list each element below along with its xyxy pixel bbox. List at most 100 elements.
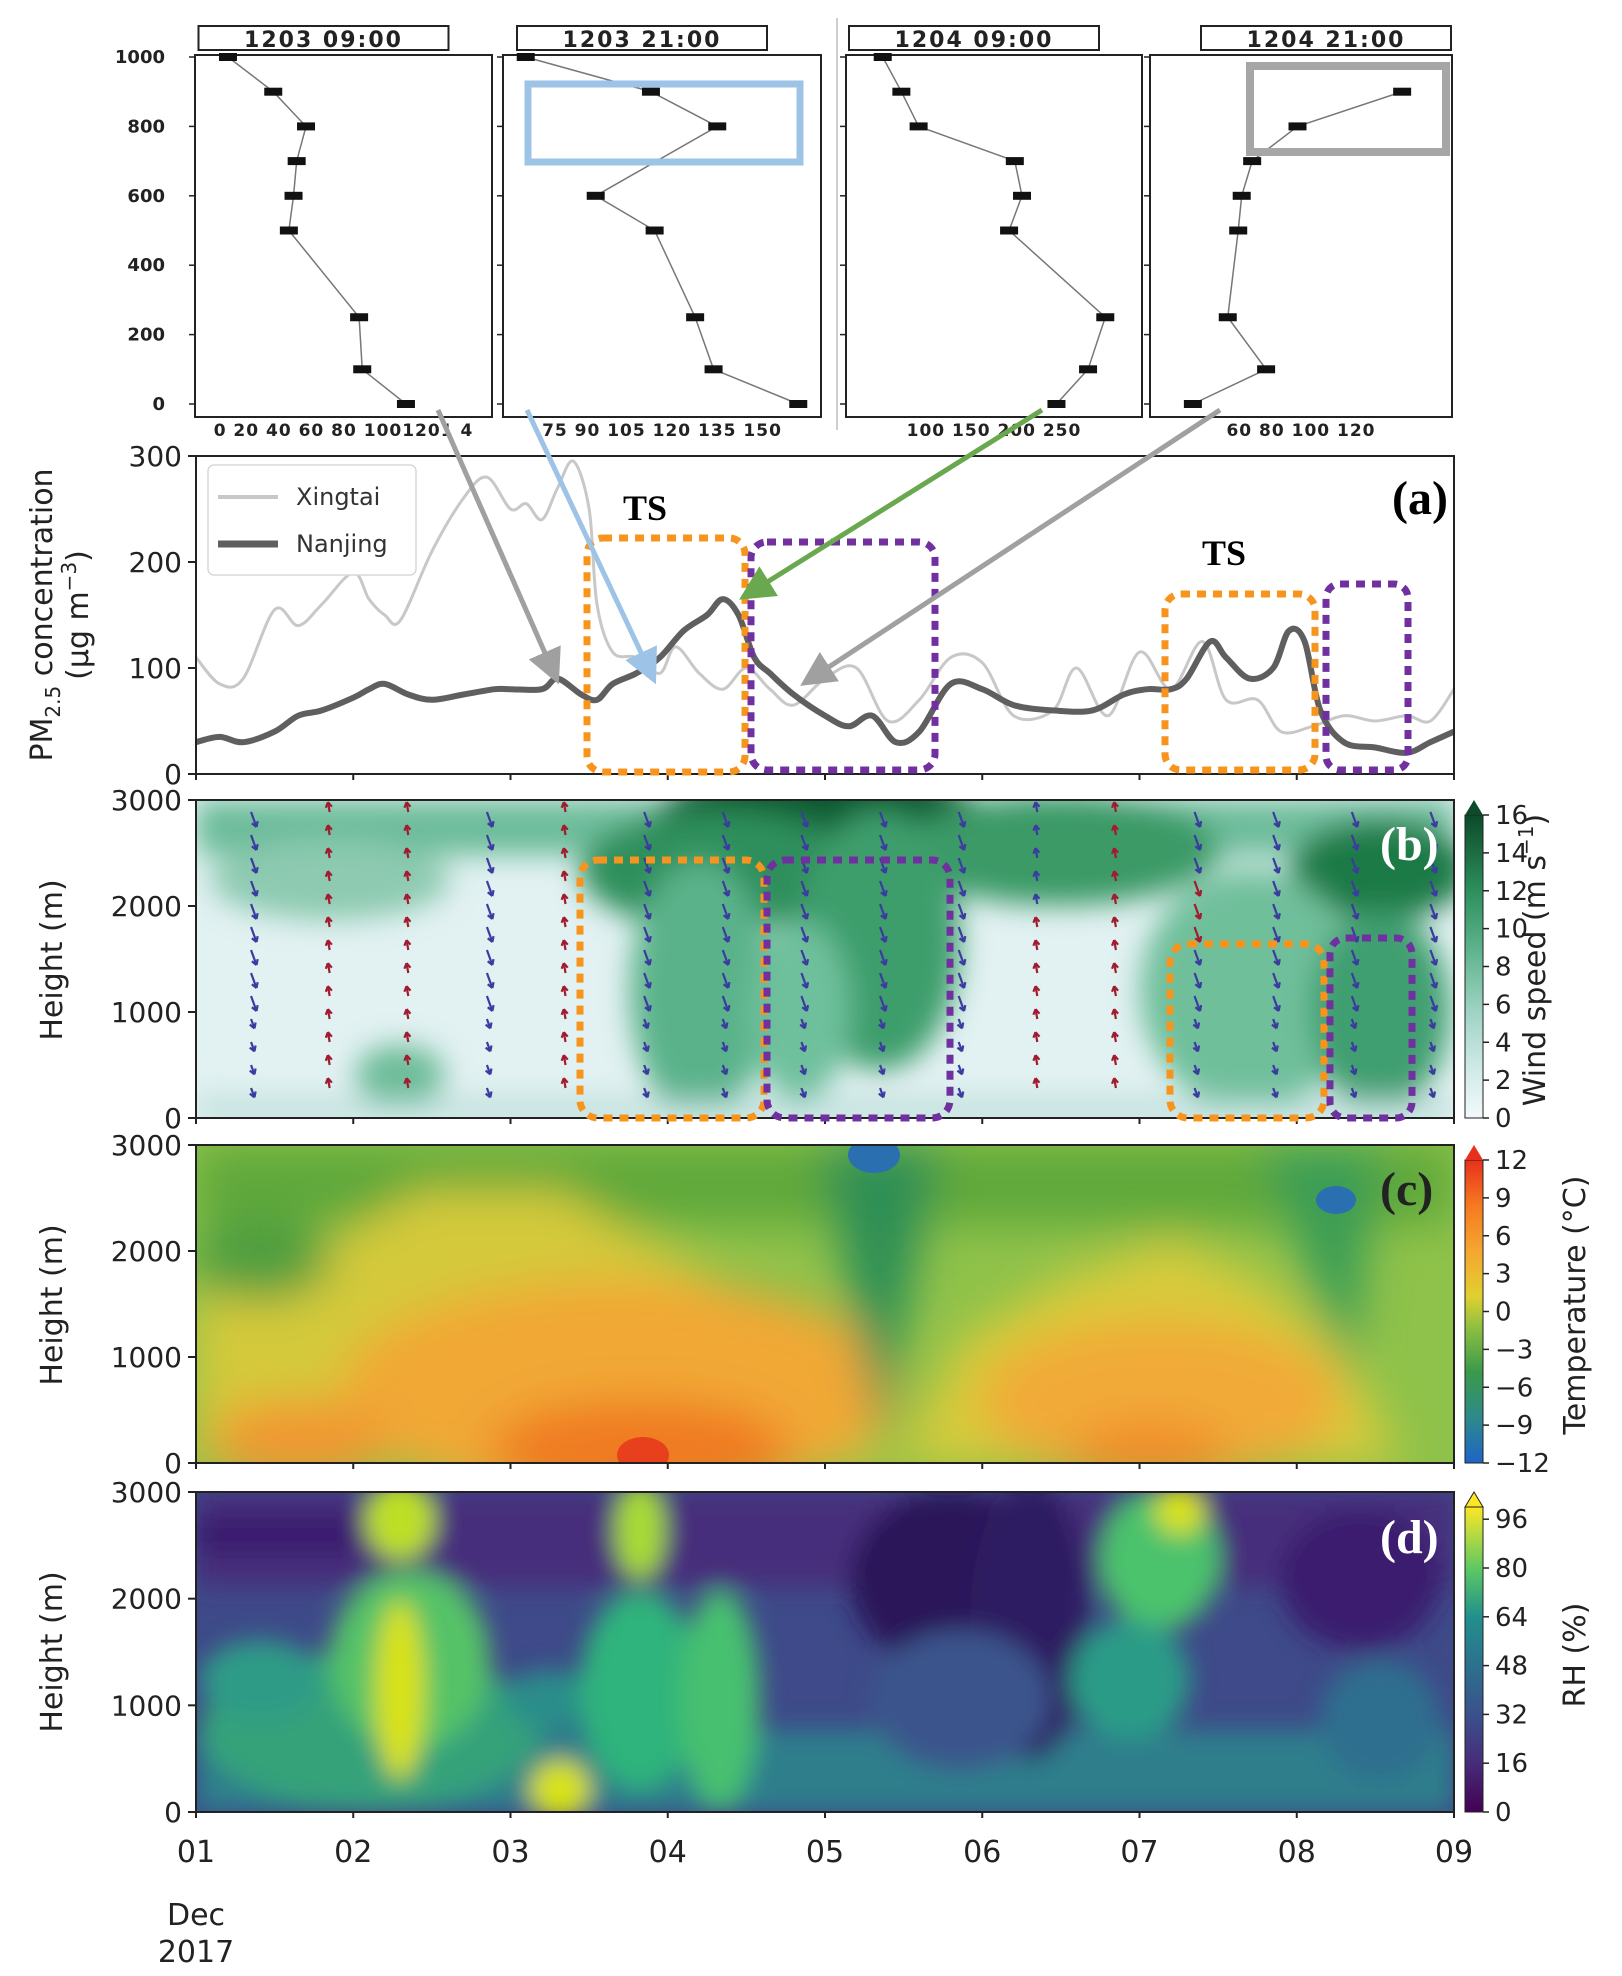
profile-title-box-4: [1200, 25, 1452, 51]
profile-frame-1: [194, 54, 493, 418]
profile-panel-4: 1204 21:00 60 80 100 120: [1144, 25, 1453, 441]
wind-vector-0-11: [249, 1064, 257, 1076]
ts-annotation-2: TS: [1202, 533, 1246, 573]
wind-vector-10-2: [1032, 847, 1041, 859]
wind-vector-0-9: [249, 1018, 257, 1030]
wind-vector-14-3: [1350, 880, 1360, 897]
wind-vector-2-0: [403, 801, 412, 813]
wind-vector-10-4: [1032, 893, 1041, 905]
wind-vector-2-1: [403, 824, 412, 836]
wind-vector-13-3: [1272, 880, 1281, 897]
arrow-profile-3: [739, 407, 1044, 600]
wind-vector-2-2: [403, 847, 412, 859]
rh-field: [196, 1492, 1454, 1812]
profile-title-box-3: [848, 25, 1100, 51]
rh-cbar-tick-label-1: 16: [1495, 1749, 1528, 1779]
wind-vector-4-10: [560, 1031, 569, 1043]
wind-vector-8-0: [879, 811, 888, 828]
wind-vector-10-12: [1032, 1077, 1041, 1089]
profile-point-4-0: [1183, 400, 1202, 408]
profile-title-3: 1204 09:00: [895, 28, 1054, 53]
wind-vector-5-2: [643, 857, 652, 874]
pm25-ytick-label-2: 200: [129, 546, 182, 579]
temperature-ytick-label-1: 1000: [111, 1341, 182, 1374]
wind-vector-3-12: [484, 1087, 493, 1099]
panel-label-a: (a): [1392, 472, 1448, 525]
wind-vector-8-4: [879, 903, 888, 920]
temperature-cbar-tick-label-3: −3: [1495, 1335, 1533, 1365]
wind-vector-11-2: [1110, 847, 1119, 859]
wind-vector-5-12: [642, 1087, 650, 1099]
wind-y-label: Height (m): [35, 879, 70, 1040]
date-xtick-label-1: 02: [334, 1835, 372, 1870]
wind-vector-5-0: [643, 811, 652, 828]
wind-vector-11-7: [1110, 962, 1119, 974]
wind-vector-12-6: [1193, 949, 1203, 966]
arrow-profile-4: [800, 407, 1222, 686]
profile-ytick-label-4: 800: [127, 116, 165, 137]
wind-vector-5-7: [643, 972, 652, 989]
temperature-ytick-label-0: 0: [164, 1447, 182, 1480]
wind-vector-1-11: [324, 1054, 333, 1066]
wind-vector-6-3: [721, 880, 731, 897]
wind-vector-4-2: [560, 847, 569, 859]
profile-point-4-5: [1243, 157, 1262, 166]
wind-cbar-tick-label-3: 6: [1495, 990, 1512, 1020]
wind-vector-11-5: [1110, 916, 1119, 928]
wind-vector-2-12: [403, 1077, 412, 1089]
wind-vector-8-12: [878, 1087, 886, 1099]
wind-vector-10-8: [1032, 985, 1041, 997]
wind-vector-8-2: [879, 857, 888, 874]
temperature-cbar-tick-label-8: 12: [1495, 1146, 1528, 1176]
legend-frame: [207, 464, 417, 576]
rh-colorbar-label: RH (%): [1558, 1603, 1593, 1708]
pm25-y-ticks: 0 100 200 300: [129, 440, 1455, 791]
date-xtick-label-4: 05: [806, 1835, 844, 1870]
wind-vector-5-8: [643, 995, 652, 1012]
pm25-ytick-label-1: 100: [129, 652, 182, 685]
rh-ytick-label-0: 0: [164, 1796, 182, 1829]
wind-vector-12-1: [1193, 834, 1203, 851]
wind-vector-7-1: [800, 834, 810, 851]
wind-vector-1-1: [324, 824, 333, 836]
wind-vector-10-5: [1032, 916, 1041, 928]
profile-line-3: [882, 56, 1107, 405]
wind-vector-6-12: [720, 1087, 729, 1099]
wind-vector-6-6: [721, 949, 731, 966]
wind-vector-5-4: [643, 903, 652, 920]
temperature-ytick-label-3: 3000: [111, 1129, 182, 1162]
wind-vector-15-5: [1429, 926, 1439, 943]
vertical-profile-insets: 0 200 400 600 800 1000 1203 09:00 0 20 40 60 8…: [115, 18, 1453, 441]
wind-vector-14-8: [1350, 995, 1360, 1012]
wind-vector-13-6: [1272, 949, 1281, 966]
rh-colorbar-extend: [1464, 1491, 1484, 1508]
wind-ytick-label-3: 3000: [111, 784, 182, 817]
wind-cbar-tick-label-6: 12: [1495, 877, 1528, 907]
wind-vector-10-0: [1032, 801, 1041, 813]
profile-frame-3: [845, 54, 1143, 418]
wind-ytick-label-1: 1000: [111, 996, 182, 1029]
wind-vector-3-2: [485, 857, 495, 874]
profile-ytick-label-0: 0: [152, 394, 165, 415]
rh-ytick-label-1: 1000: [111, 1689, 182, 1722]
wind-vector-15-3: [1429, 880, 1439, 897]
rh-y-label: Height (m): [35, 1571, 70, 1732]
wind-vector-12-12: [1192, 1087, 1201, 1099]
wind-vector-10-7: [1032, 962, 1041, 974]
pm25-y-label-line1: PM2.5 concentration: [25, 468, 65, 761]
wind-vector-6-2: [721, 857, 731, 874]
wind-vector-5-10: [642, 1041, 650, 1053]
wind-vector-6-10: [720, 1041, 729, 1053]
ts-box-a-2: [1161, 590, 1319, 774]
wind-vector-8-10: [878, 1041, 886, 1053]
pm25-ytick-label-3: 300: [129, 440, 182, 473]
wind-vector-7-12: [799, 1087, 808, 1099]
wind-cbar-tick-label-1: 2: [1495, 1066, 1512, 1096]
wind-vector-2-5: [403, 916, 412, 928]
date-xtick-label-0: 01: [177, 1835, 215, 1870]
wind-vector-3-4: [485, 903, 495, 920]
wind-vector-10-6: [1032, 939, 1041, 951]
profile-point-1-7: [264, 87, 283, 96]
wind-vector-8-9: [878, 1018, 886, 1030]
wind-vector-14-1: [1350, 834, 1360, 851]
